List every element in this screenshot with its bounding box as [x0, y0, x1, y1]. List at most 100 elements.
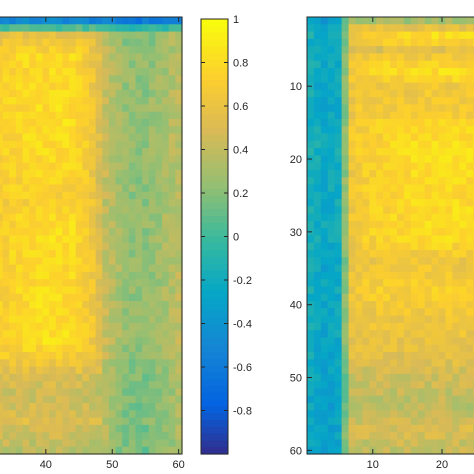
heatmap-cell	[49, 315, 57, 324]
heatmap-cell	[307, 279, 315, 288]
colorbar-segment	[201, 420, 228, 428]
heatmap-cell	[376, 228, 384, 237]
heatmap-cell	[9, 235, 17, 244]
heatmap-cell	[459, 191, 467, 200]
heatmap-cell	[445, 118, 453, 127]
heatmap-cell	[452, 322, 460, 331]
heatmap-cell	[341, 446, 350, 455]
heatmap-cell	[148, 140, 157, 149]
heatmap-cell	[327, 206, 336, 215]
heatmap-cell	[369, 31, 377, 40]
colorbar-segment	[201, 107, 228, 115]
heatmap-cell	[9, 126, 17, 135]
heatmap-cell	[466, 177, 474, 186]
heatmap-cell	[376, 417, 384, 426]
heatmap-cell	[376, 155, 384, 164]
heatmap-cell	[376, 344, 384, 353]
heatmap-cell	[403, 162, 412, 171]
heatmap-cell	[9, 206, 17, 215]
heatmap-cell	[168, 257, 176, 266]
heatmap-cell	[42, 155, 50, 164]
heatmap-cell	[62, 344, 70, 353]
heatmap-cell	[155, 140, 163, 149]
heatmap-cell	[108, 140, 117, 149]
heatmap-cell	[348, 148, 357, 156]
heatmap-cell	[320, 60, 329, 69]
heatmap-cell	[15, 264, 24, 273]
heatmap-cell	[115, 424, 123, 433]
heatmap-cell	[128, 366, 137, 375]
heatmap-cell	[155, 155, 163, 164]
heatmap-cell	[320, 220, 329, 229]
heatmap-cell	[102, 337, 110, 346]
heatmap-cell	[162, 133, 170, 142]
heatmap-cell	[115, 17, 123, 25]
heatmap-cell	[369, 286, 377, 295]
heatmap-cell	[82, 184, 90, 193]
heatmap-cell	[313, 140, 322, 149]
heatmap-cell	[362, 177, 370, 186]
heatmap-cell	[334, 337, 343, 346]
heatmap-cell	[35, 344, 44, 353]
heatmap-cell	[22, 366, 30, 375]
heatmap-cell	[122, 46, 130, 55]
heatmap-cell	[313, 213, 322, 222]
heatmap-cell	[0, 75, 4, 84]
heatmap-cell	[383, 111, 391, 120]
heatmap-cell	[69, 432, 77, 441]
heatmap-cell	[362, 242, 370, 251]
heatmap-cell	[369, 89, 377, 98]
heatmap-cell	[162, 424, 170, 433]
heatmap-cell	[431, 308, 440, 317]
heatmap-cell	[355, 417, 363, 426]
heatmap-cell	[142, 381, 150, 390]
heatmap-cell	[22, 97, 30, 105]
heatmap-cell	[307, 330, 315, 339]
heatmap-cell	[22, 432, 30, 441]
heatmap-cell	[376, 46, 384, 55]
heatmap-cell	[466, 118, 474, 127]
heatmap-cell	[82, 417, 90, 426]
heatmap-cell	[55, 24, 64, 33]
heatmap-cell	[459, 257, 467, 266]
heatmap-cell	[348, 352, 357, 360]
heatmap-cell	[445, 111, 453, 120]
heatmap-cell	[75, 17, 83, 25]
heatmap-cell	[135, 359, 143, 368]
heatmap-cell	[369, 257, 377, 266]
heatmap-cell	[424, 220, 433, 229]
heatmap-cell	[424, 162, 433, 171]
heatmap-cell	[0, 235, 4, 244]
heatmap-cell	[69, 17, 77, 25]
heatmap-cell	[2, 337, 10, 346]
heatmap-cell	[35, 271, 44, 280]
heatmap-cell	[162, 242, 170, 251]
heatmap-cell	[424, 111, 433, 120]
heatmap-cell	[397, 330, 405, 339]
heatmap-cell	[459, 388, 467, 397]
heatmap-cell	[75, 279, 83, 288]
heatmap-cell	[9, 228, 17, 237]
heatmap-cell	[42, 424, 50, 433]
heatmap-cell	[128, 75, 137, 84]
heatmap-cell	[307, 322, 315, 331]
heatmap-cell	[334, 432, 343, 441]
heatmap-cell	[348, 97, 357, 105]
heatmap-cell	[348, 446, 357, 455]
heatmap-cell	[35, 373, 44, 382]
heatmap-cell	[168, 228, 176, 237]
heatmap-cell	[175, 60, 183, 69]
heatmap-cell	[82, 352, 90, 360]
heatmap-cell	[397, 417, 405, 426]
heatmap-cell	[82, 118, 90, 127]
heatmap-cell	[355, 235, 363, 244]
heatmap-cell	[369, 279, 377, 288]
heatmap-cell	[148, 250, 157, 258]
heatmap-cell	[348, 439, 357, 448]
heatmap-cell	[49, 293, 57, 302]
heatmap-cell	[445, 184, 453, 193]
heatmap-cell	[431, 162, 440, 171]
heatmap-cell	[459, 264, 467, 273]
heatmap-cell	[49, 104, 57, 113]
heatmap-cell	[82, 330, 90, 339]
